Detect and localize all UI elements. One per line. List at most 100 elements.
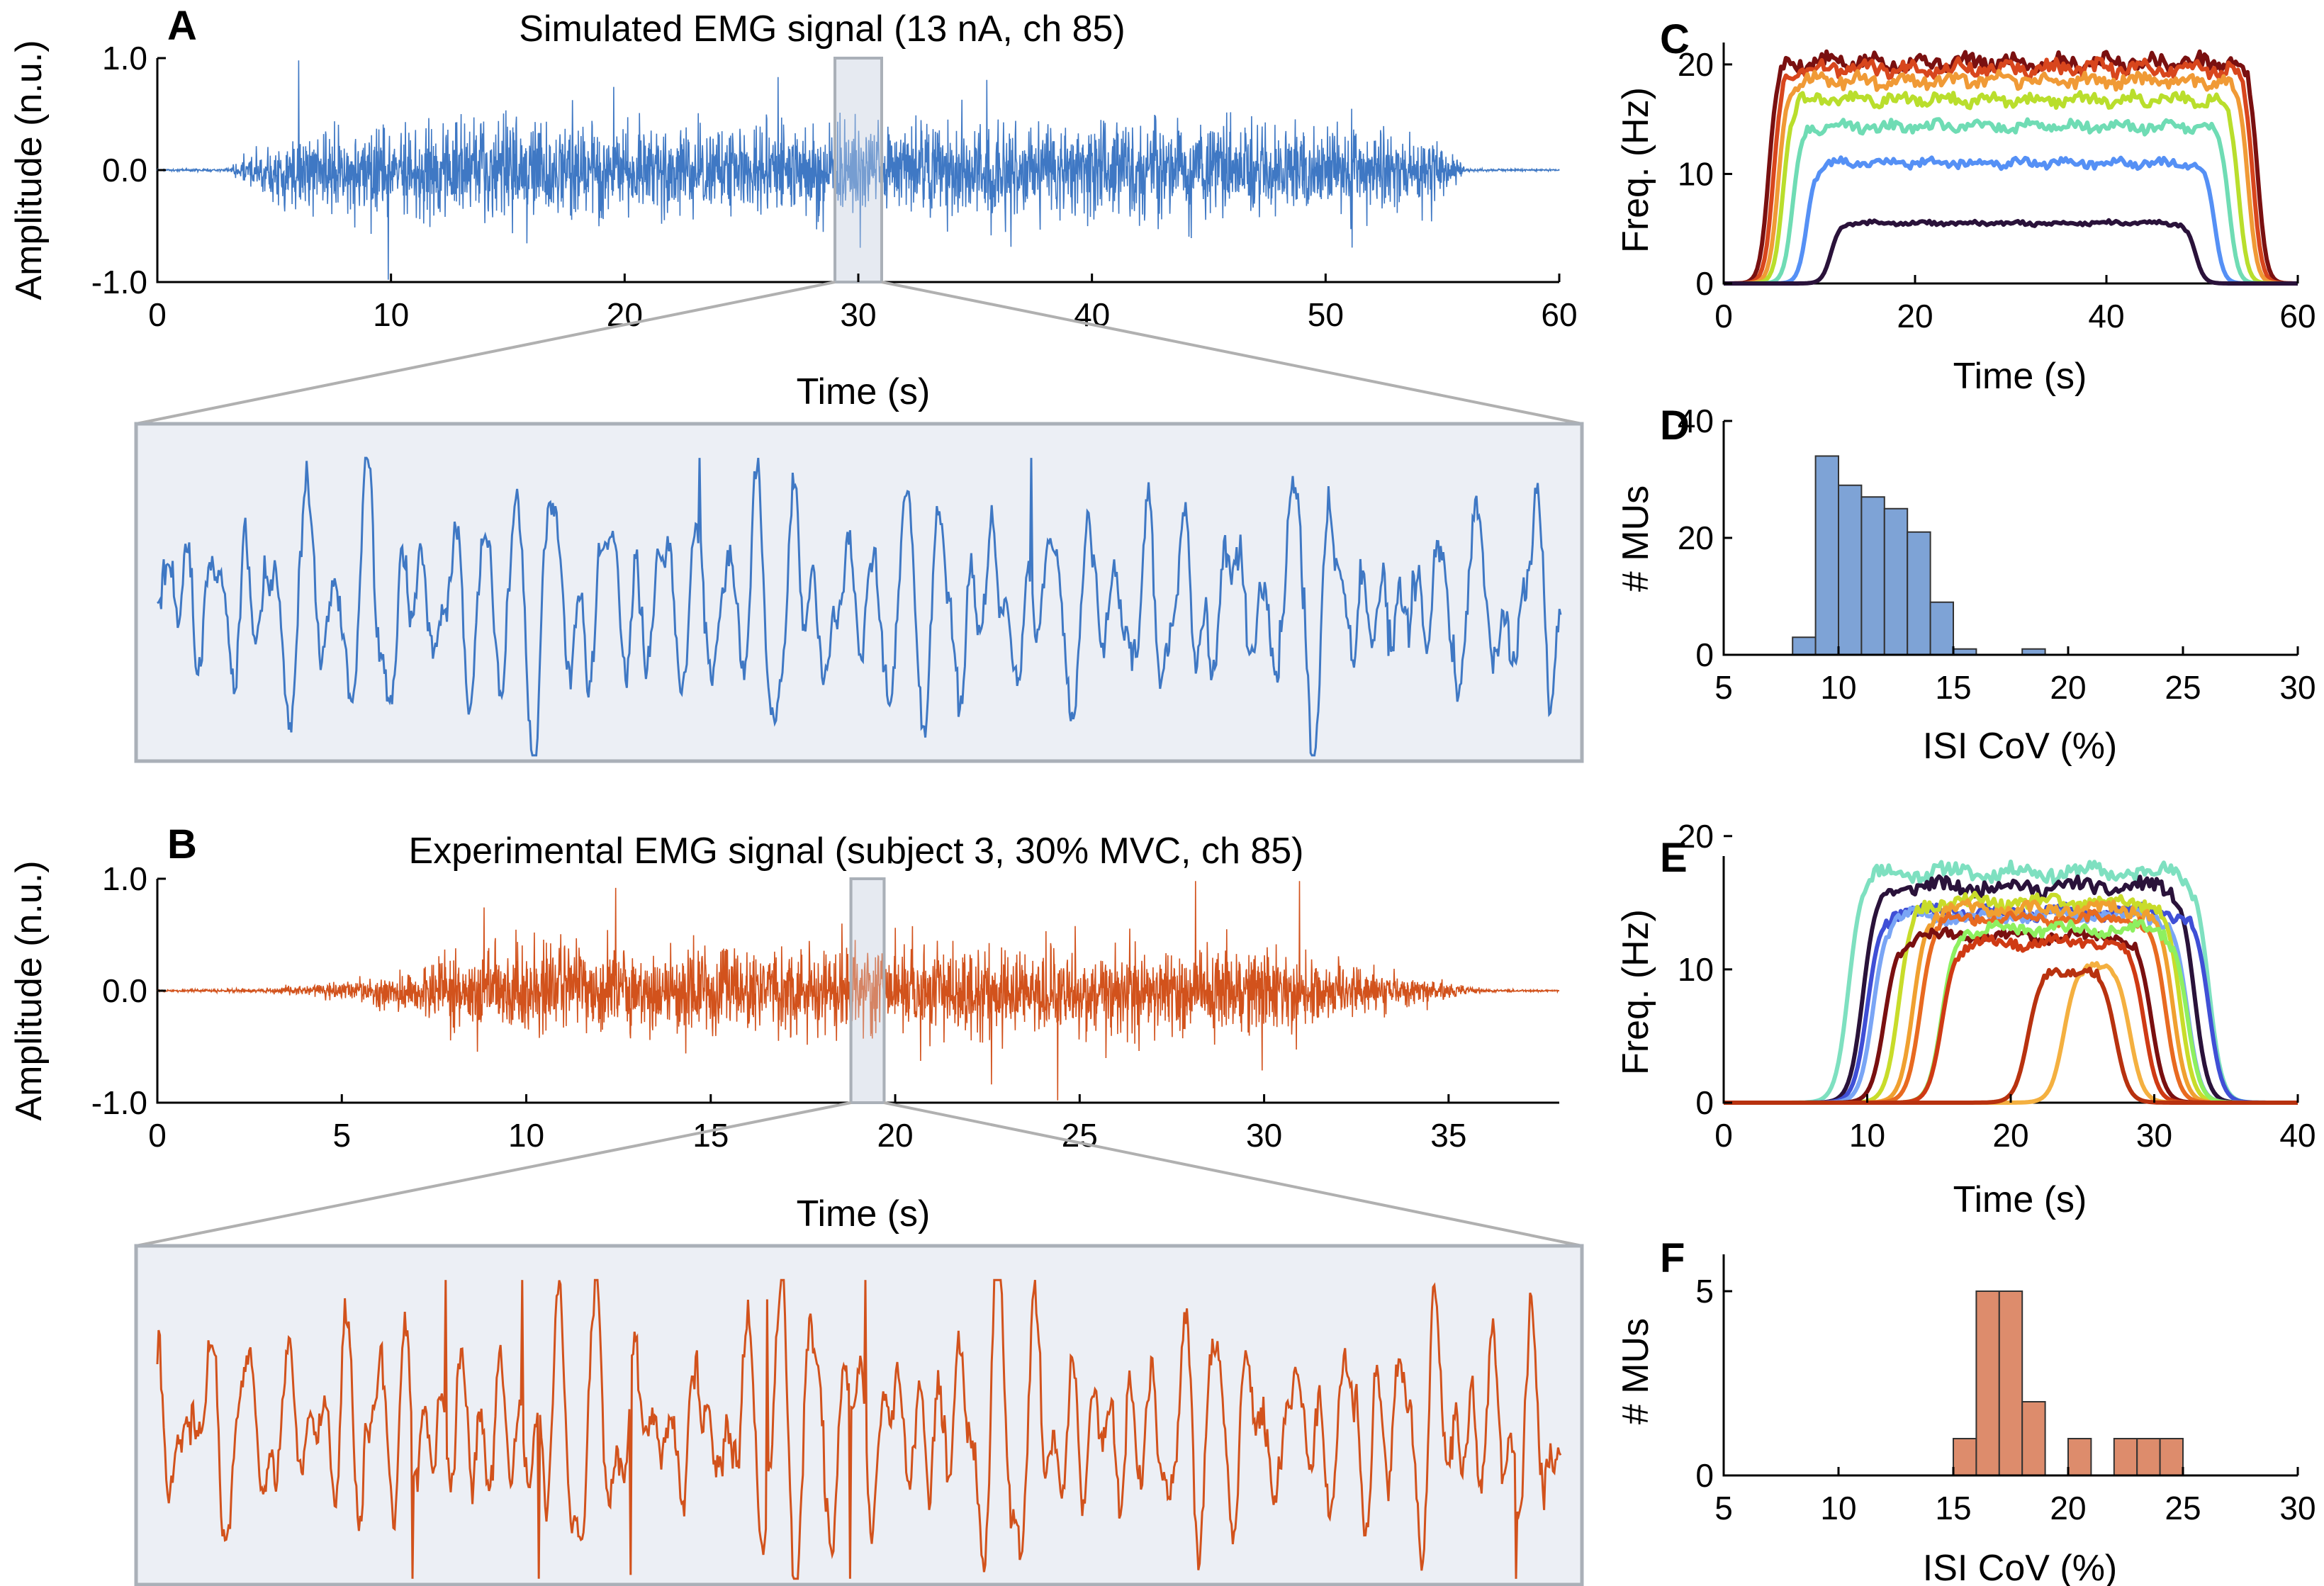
- panel-a-signal-line: [157, 60, 1560, 280]
- panel-d-xtick-label: 15: [1935, 669, 1971, 706]
- panel-a-zoom-box: [134, 422, 1584, 763]
- panel-e-ylabel: Freq. (Hz): [1615, 909, 1656, 1075]
- panel-b-ytick-label: -1.0: [91, 1084, 147, 1121]
- panel-b-zoom-frame: [849, 877, 886, 1104]
- panel-b-xtick-label: 35: [1430, 1117, 1466, 1154]
- panel-f-ytick-label: 0: [1695, 1457, 1714, 1494]
- panel-f-bar: [1975, 1290, 2000, 1476]
- panel-a-ytick-label: -1.0: [91, 264, 147, 300]
- panel-e-xtick-label: 10: [1849, 1117, 1885, 1154]
- panel-b-xtick-label: 20: [877, 1117, 913, 1154]
- panel-f-bar: [1953, 1438, 1977, 1476]
- panel-e-xtick-label: 20: [1992, 1117, 2028, 1154]
- panel-c-xtick-label: 60: [2279, 298, 2315, 334]
- panel-b-xtick-label: 5: [332, 1117, 351, 1154]
- panel-f-bar: [2136, 1438, 2161, 1476]
- chart-layer: 0 10 20 30 40 50 601.00.0-1.00 5 10 15 20 25 30 351.0…: [91, 40, 2316, 1586]
- panel-letter-e: E: [1660, 835, 1688, 881]
- panel-letter-d: D: [1660, 403, 1690, 449]
- panel-b-ytick-label: 0.0: [102, 972, 147, 1009]
- panel-a-zoom-connector-right: [881, 281, 1583, 425]
- panel-a-ylabel: Amplitude (n.u.): [9, 40, 50, 300]
- panel-a-xtick-label: 50: [1308, 296, 1344, 333]
- panel-d-ytick-label: 20: [1678, 519, 1714, 556]
- panel-c-ytick-label: 0: [1695, 265, 1714, 302]
- panel-d-xtick-label: 5: [1714, 669, 1733, 706]
- panel-b-xtick-label: 15: [692, 1117, 729, 1154]
- panel-letter-a: A: [167, 3, 197, 49]
- panel-a-zoom-connector-left: [135, 281, 836, 425]
- panel-c-xtick-label: 40: [2088, 298, 2124, 334]
- panel-d-xtick-label: 20: [2050, 669, 2086, 706]
- panel-c-ylabel: Freq. (Hz): [1615, 87, 1656, 253]
- panel-c-rate-line: [1724, 56, 2298, 286]
- panel-d-xtick-label: 25: [2165, 669, 2201, 706]
- panel-d-bar: [1929, 601, 1955, 656]
- panel-e-ytick-label: 0: [1695, 1084, 1714, 1121]
- panel-e-xlabel: Time (s): [1953, 1179, 2087, 1220]
- panel-a-title: Simulated EMG signal (13 nA, ch 85): [519, 9, 1125, 50]
- panel-f-bar: [2159, 1438, 2184, 1476]
- panel-b-title: Experimental EMG signal (subject 3, 30% …: [409, 831, 1304, 872]
- panel-c-ytick-label: 10: [1678, 155, 1714, 192]
- panel-a-xtick-label: 0: [148, 296, 167, 333]
- panel-f-xtick-label: 15: [1935, 1490, 1971, 1526]
- panel-f-xlabel: ISI CoV (%): [1923, 1548, 2118, 1586]
- panel-c-xtick-label: 20: [1897, 298, 1933, 334]
- panel-c-rate-line: [1724, 155, 2298, 286]
- panel-d-xtick-label: 10: [1820, 669, 1856, 706]
- panel-b-ytick-label: 1.0: [102, 860, 147, 897]
- panel-d-bar: [1860, 496, 1885, 656]
- panel-e-ytick-label: 20: [1678, 818, 1714, 855]
- panel-e-axes: [1722, 856, 2298, 1104]
- panel-b-zoom-signal-line: [156, 1278, 1562, 1580]
- panel-f-xtick-label: 30: [2279, 1490, 2315, 1526]
- panel-f-xtick-label: 5: [1714, 1490, 1733, 1526]
- panel-d-bar: [1883, 507, 1909, 656]
- panel-e-rate-line: [1724, 967, 2298, 1105]
- panel-b-xtick-label: 30: [1246, 1117, 1282, 1154]
- panel-e-xtick-label: 40: [2279, 1117, 2315, 1154]
- panel-letter-f: F: [1660, 1235, 1685, 1281]
- panel-e-xtick-label: 0: [1714, 1117, 1733, 1154]
- panel-e-rate-line: [1724, 859, 2298, 1105]
- panel-c-rate-line: [1724, 117, 2298, 286]
- panel-c-rate-line: [1724, 89, 2298, 286]
- panel-f-xtick-label: 25: [2165, 1490, 2201, 1526]
- panel-d-xlabel: ISI CoV (%): [1923, 726, 2118, 767]
- panel-d-ytick-label: 0: [1695, 636, 1714, 673]
- panel-c-xlabel: Time (s): [1953, 356, 2087, 397]
- panel-d-axes: [1722, 421, 2298, 656]
- panel-f-ylabel: # MUs: [1615, 1318, 1656, 1424]
- panel-b-xtick-label: 0: [148, 1117, 167, 1154]
- panel-a-xlabel: Time (s): [797, 371, 931, 412]
- panel-f-xtick-label: 20: [2050, 1490, 2086, 1526]
- panel-f-bar: [2021, 1401, 2046, 1476]
- panel-a-zoom-signal-line: [157, 456, 1562, 757]
- panel-b-zoom-box: [134, 1244, 1584, 1586]
- panel-b-xtick-label: 25: [1062, 1117, 1098, 1154]
- panel-d-ytick-label: 40: [1678, 403, 1714, 439]
- panel-a-xtick-label: 60: [1541, 296, 1577, 333]
- panel-b-zoom-connector-left: [135, 1101, 851, 1247]
- panel-b-zoom-connector-right: [884, 1101, 1583, 1247]
- panel-f-xtick-label: 10: [1820, 1490, 1856, 1526]
- panel-d-bar: [1792, 636, 1817, 656]
- panel-b-ylabel: Amplitude (n.u.): [9, 860, 50, 1120]
- panel-c-ytick-label: 20: [1678, 46, 1714, 83]
- panel-c-rate-line: [1724, 69, 2298, 286]
- panel-b-signal-line: [157, 881, 1560, 1101]
- panel-b-xtick-label: 10: [508, 1117, 544, 1154]
- panel-f-ytick-label: 5: [1695, 1273, 1714, 1310]
- panel-a-xtick-label: 10: [373, 296, 409, 333]
- panel-a-ytick-label: 0.0: [102, 152, 147, 189]
- panel-d-bar: [1838, 484, 1863, 656]
- panel-a-ytick-label: 1.0: [102, 40, 147, 77]
- panel-e-ytick-label: 10: [1678, 951, 1714, 988]
- panel-c-xtick-label: 0: [1714, 298, 1733, 334]
- panel-letter-b: B: [167, 821, 197, 867]
- panel-d-bar: [1907, 531, 1931, 656]
- panel-d-bar: [1814, 455, 1840, 656]
- panel-d-ylabel: # MUs: [1615, 485, 1656, 592]
